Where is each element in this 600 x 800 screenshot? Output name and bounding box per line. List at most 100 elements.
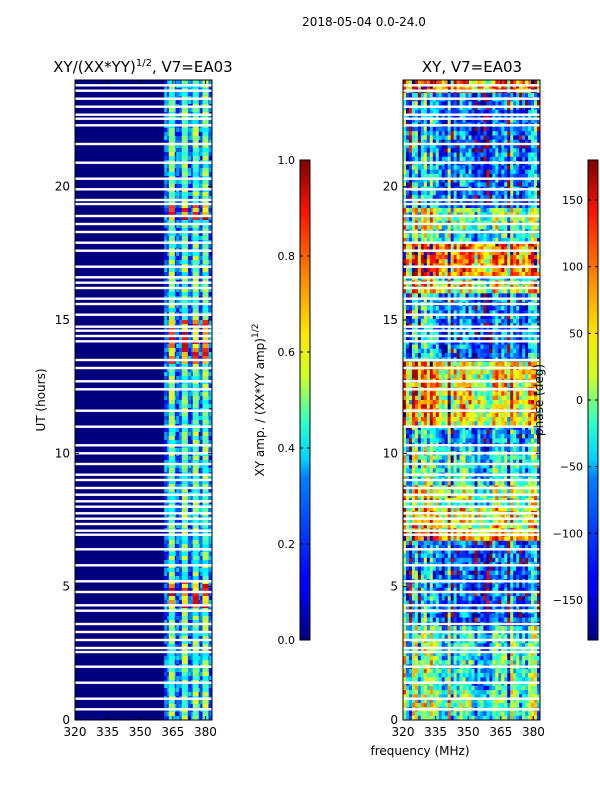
phase-cell: [438, 199, 443, 205]
phase-cell: [483, 225, 487, 230]
phase-cell: [504, 139, 508, 145]
phase-cell: [462, 165, 466, 170]
y-tick-label: 5: [62, 580, 70, 594]
phase-cell: [525, 165, 529, 170]
amplitude-column-cell: [202, 596, 209, 601]
amplitude-band-cell: [209, 552, 213, 557]
phase-cell: [477, 216, 481, 222]
phase-cell: [432, 101, 437, 106]
phase-cell: [444, 139, 448, 145]
amplitude-band-cell: [209, 304, 213, 309]
amplitude-band-cell: [176, 260, 180, 265]
amplitude-column-cell: [168, 636, 175, 641]
amplitude-band-cell: [167, 268, 171, 273]
amplitude-band-cell: [164, 260, 168, 265]
phase-cell: [414, 169, 419, 175]
amplitude-band-cell: [176, 196, 180, 201]
amplitude-band-cell: [197, 520, 201, 525]
amplitude-column-cell: [168, 284, 175, 289]
phase-cell: [495, 135, 499, 141]
amplitude-band-cell: [188, 152, 192, 157]
amplitude-band-cell: [197, 268, 201, 273]
amplitude-band-cell: [164, 352, 168, 357]
amplitude-column-cell: [168, 132, 175, 137]
phase-cell: [492, 182, 496, 187]
phase-cell: [486, 212, 490, 217]
amplitude-column-cell: [192, 520, 199, 525]
phase-cell: [519, 156, 523, 162]
phase-cell: [462, 92, 466, 98]
amplitude-band-cell: [209, 484, 213, 489]
phase-cell: [459, 109, 463, 115]
amplitude-band-cell: [188, 592, 192, 597]
phase-cell: [438, 182, 443, 187]
amplitude-column-cell: [202, 648, 209, 653]
phase-cell: [447, 101, 451, 106]
amplitude-band-cell: [188, 520, 192, 525]
phase-cell: [420, 101, 425, 106]
amplitude-band-cell: [164, 644, 168, 649]
amplitude-band-cell: [200, 652, 204, 657]
amplitude-band-cell: [179, 588, 183, 593]
x-tick-label: 320: [64, 725, 87, 739]
phase-cell: [438, 156, 443, 162]
amplitude-band-cell: [188, 540, 192, 545]
phase-cell: [537, 101, 541, 106]
phase-cell: [522, 178, 526, 183]
amplitude-band-cell: [209, 236, 213, 241]
amplitude-band-cell: [164, 468, 168, 473]
amplitude-band-cell: [176, 316, 180, 321]
amplitude-band-cell: [200, 544, 204, 549]
phase-cell: [492, 156, 496, 162]
phase-cell: [429, 212, 434, 217]
amplitude-band-cell: [179, 460, 183, 465]
amplitude-column-cell: [181, 660, 188, 665]
amplitude-column-cell: [168, 156, 175, 161]
amplitude-band-cell: [176, 172, 180, 177]
amplitude-band-cell: [176, 552, 180, 557]
amplitude-band-cell: [197, 488, 201, 493]
amplitude-column-cell: [202, 168, 209, 173]
amplitude-band-cell: [209, 600, 213, 605]
amplitude-band-cell: [179, 536, 183, 541]
amplitude-column-cell: [168, 224, 175, 229]
phase-cell: [417, 144, 422, 149]
phase-cell: [435, 148, 440, 153]
phase-cell: [453, 216, 457, 222]
amplitude-column-cell: [168, 488, 175, 493]
amplitude-band-cell: [179, 140, 183, 145]
amplitude-band-cell: [200, 232, 204, 237]
colorbar-tick-label: 0.6: [278, 346, 296, 359]
phase-cell: [504, 156, 508, 162]
phase-cell: [531, 165, 535, 170]
amplitude-column-cell: [168, 496, 175, 501]
phase-cell: [444, 118, 448, 123]
amplitude-band-cell: [197, 156, 201, 161]
amplitude-band-cell: [179, 524, 183, 529]
phase-cell: [519, 190, 523, 196]
phase-cell: [489, 148, 493, 153]
phase-cell: [498, 169, 502, 175]
amplitude-band-cell: [179, 496, 183, 501]
phase-cell: [432, 80, 437, 85]
phase-cell: [429, 178, 434, 183]
amplitude-band-cell: [188, 156, 192, 161]
phase-cell: [414, 126, 419, 132]
amplitude-band-cell: [200, 352, 204, 357]
amplitude-band-cell: [176, 368, 180, 373]
phase-cell: [534, 165, 538, 170]
phase-cell: [462, 199, 466, 205]
phase-cell: [507, 169, 511, 175]
amplitude-band-cell: [197, 228, 201, 233]
amplitude-column-cell: [192, 164, 199, 169]
amplitude-band-cell: [167, 412, 171, 417]
phase-cell: [423, 195, 428, 200]
phase-cell: [426, 156, 431, 162]
phase-cell: [513, 182, 517, 187]
phase-cell: [528, 165, 532, 170]
amplitude-band-cell: [197, 272, 201, 277]
amplitude-band-cell: [188, 640, 192, 645]
amplitude-band-cell: [209, 704, 213, 709]
phase-cell: [426, 173, 431, 179]
phase-cell: [462, 212, 466, 217]
